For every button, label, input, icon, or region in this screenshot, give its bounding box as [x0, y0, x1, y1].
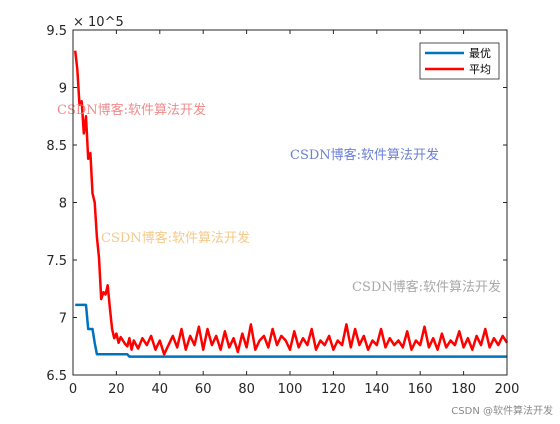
y-tick-label: 9	[59, 82, 67, 97]
y-tick-label: 8	[59, 197, 67, 212]
x-tick-label: 0	[69, 382, 77, 397]
x-tick-label: 120	[321, 382, 346, 397]
x-tick-label: 20	[108, 382, 125, 397]
x-tick-label: 180	[451, 382, 476, 397]
axis-layer: 0 20 40 60 80 100 120 140 160 180 200 6.5 7 7.5 8 8.5 9 9…	[46, 24, 519, 397]
series-line-best	[75, 303, 507, 358]
y-exponent-label: × 10^5	[73, 15, 124, 30]
x-tick-label: 60	[195, 382, 212, 397]
plot-background	[73, 30, 507, 375]
y-tick-label: 7.5	[46, 254, 67, 269]
x-tick-label: 80	[238, 382, 255, 397]
series-layer	[73, 50, 509, 358]
x-tick-label: 200	[495, 382, 520, 397]
x-tick-label: 100	[278, 382, 303, 397]
x-tick-label: 160	[408, 382, 433, 397]
watermark-text: CSDN博客:软件算法开发	[101, 230, 250, 246]
watermark-text: CSDN博客:软件算法开发	[352, 279, 501, 295]
y-tick-label: 7	[59, 312, 67, 327]
y-tick-label: 8.5	[46, 139, 67, 154]
x-tick-label: 40	[152, 382, 169, 397]
y-tick-label: 6.5	[46, 369, 67, 384]
legend-label-average: 平均	[469, 63, 491, 76]
legend-box	[419, 42, 500, 80]
x-tick-label: 140	[364, 382, 389, 397]
watermark-layer: CSDN博客:软件算法开发 CSDN博客:软件算法开发 CSDN博客:软件算法开…	[57, 102, 501, 295]
y-tick-label: 9.5	[46, 24, 67, 39]
series-line-average	[73, 50, 509, 356]
watermark-text: CSDN博客:软件算法开发	[290, 147, 439, 163]
legend: 最优 平均	[419, 42, 500, 80]
legend-label-best: 最优	[469, 47, 491, 60]
watermark-text: CSDN博客:软件算法开发	[57, 102, 206, 118]
footer-credit: CSDN @软件算法开发	[451, 404, 553, 417]
